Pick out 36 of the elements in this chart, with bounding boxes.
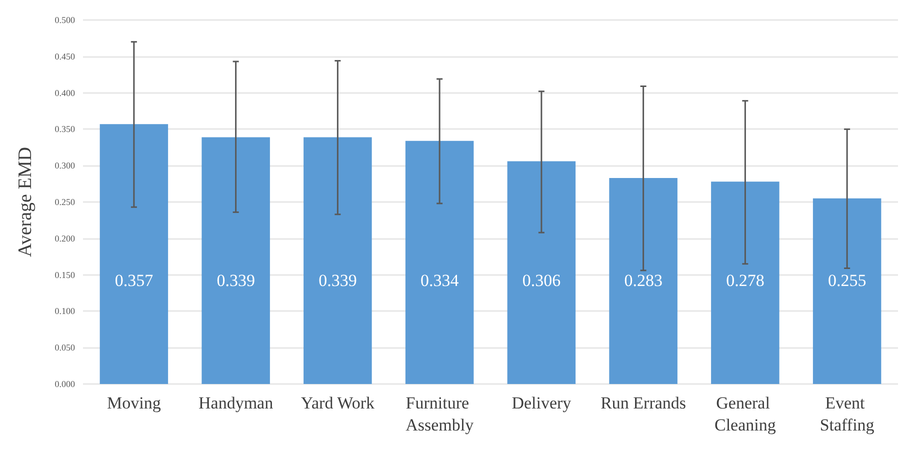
- y-tick-label: 0.400: [54, 88, 76, 98]
- bar: [507, 161, 576, 384]
- data-label: 0.339: [318, 271, 357, 290]
- x-tick-label: Yard Work: [300, 394, 375, 412]
- y-tick-label: 0.300: [54, 160, 76, 171]
- bar: [711, 182, 780, 384]
- x-tick-label: Run Errands: [600, 394, 686, 412]
- data-label: 0.278: [726, 271, 764, 290]
- bar: [812, 198, 882, 384]
- data-label: 0.357: [114, 271, 154, 290]
- bar: [202, 137, 270, 384]
- data-label: 0.255: [828, 271, 866, 290]
- data-label: 0.306: [522, 271, 561, 290]
- bar: [304, 137, 372, 384]
- y-axis-title: Average EMD: [15, 147, 36, 257]
- x-tick-label: Furniture Assembly: [406, 394, 474, 434]
- x-tick-label: Moving: [107, 394, 162, 412]
- bar: [100, 124, 168, 384]
- data-label: 0.334: [420, 271, 460, 290]
- x-tick-label: Event Staffing: [820, 394, 875, 434]
- x-tick-label: General Cleaning: [714, 394, 776, 434]
- y-tick-label: 0.100: [54, 306, 76, 316]
- bar: [609, 178, 678, 384]
- data-label: 0.339: [216, 271, 255, 290]
- y-tick-label: 0.450: [54, 51, 76, 62]
- y-tick-label: 0.200: [54, 233, 76, 244]
- y-tick-label: 0.150: [54, 270, 76, 280]
- y-tick-label: 0.500: [54, 15, 76, 25]
- y-tick-label: 0.250: [54, 197, 76, 207]
- x-tick-label: Delivery: [512, 394, 572, 412]
- bar: [405, 140, 474, 384]
- y-tick-label: 0.000: [54, 379, 76, 389]
- y-tick-label: 0.050: [54, 342, 76, 353]
- x-tick-label: Handyman: [198, 394, 274, 412]
- data-label: 0.283: [624, 271, 662, 290]
- y-tick-label: 0.350: [54, 124, 76, 134]
